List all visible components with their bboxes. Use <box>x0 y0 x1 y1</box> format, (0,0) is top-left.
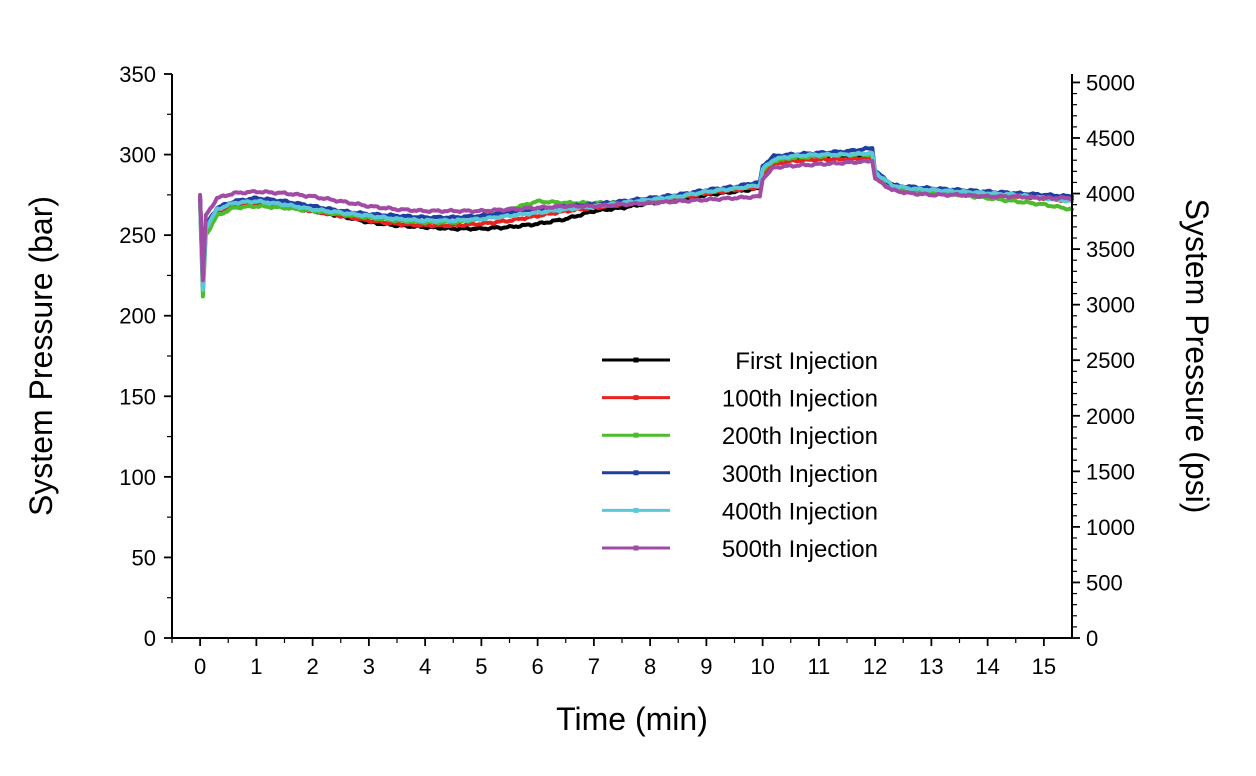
y2-tick-label: 4500 <box>1086 126 1135 151</box>
series-line <box>198 145 1074 289</box>
y-axis-ticks: 0 50 100 150 200 250 300 350 <box>119 62 172 651</box>
y2-tick-label: 2000 <box>1086 404 1135 429</box>
legend-marker <box>633 432 639 438</box>
x-tick-label: 7 <box>588 654 600 679</box>
y-tick-label: 50 <box>132 545 156 570</box>
x-tick-label: 9 <box>700 654 712 679</box>
series-line <box>198 151 1074 299</box>
x-tick-label: 15 <box>1032 654 1056 679</box>
legend-marker <box>633 357 639 363</box>
legend-label: First Injection <box>735 348 878 375</box>
y2-tick-label: 0 <box>1086 626 1098 651</box>
legend-label: 300th Injection <box>722 461 878 488</box>
y2-axis-title: System Pressure (psi) <box>1179 199 1215 514</box>
series-line <box>198 158 1074 283</box>
y2-tick-label: 3500 <box>1086 237 1135 262</box>
y2-tick-label: 1000 <box>1086 515 1135 540</box>
plot-area <box>198 145 1074 299</box>
y-tick-label: 100 <box>119 465 156 490</box>
legend-marker <box>633 507 639 513</box>
x-tick-label: 12 <box>863 654 887 679</box>
x-tick-label: 14 <box>975 654 999 679</box>
y-tick-label: 0 <box>144 626 156 651</box>
y-tick-label: 200 <box>119 304 156 329</box>
y-tick-label: 350 <box>119 62 156 87</box>
legend-marker <box>633 395 639 401</box>
y-axis-title: System Pressure (bar) <box>23 196 59 516</box>
legend-label: 500th Injection <box>722 536 878 563</box>
x-axis-ticks: 0 1 2 3 4 5 6 7 8 9 10 11 12 13 14 15 <box>171 638 1056 679</box>
y-tick-label: 250 <box>119 223 156 248</box>
x-tick-label: 0 <box>194 654 206 679</box>
legend-label: 400th Injection <box>722 498 878 525</box>
y2-tick-label: 4000 <box>1086 182 1135 207</box>
y2-tick-label: 500 <box>1086 570 1123 595</box>
y-tick-label: 300 <box>119 143 156 168</box>
legend-marker <box>633 545 639 551</box>
y2-axis-ticks: 0 500 1000 1500 2000 2500 3000 3500 4000 4500 5000 <box>1072 70 1135 651</box>
x-tick-label: 11 <box>807 654 830 679</box>
y-tick-label: 150 <box>119 384 156 409</box>
y2-tick-label: 5000 <box>1086 70 1135 95</box>
x-tick-label: 2 <box>307 654 319 679</box>
y2-tick-label: 2500 <box>1086 348 1135 373</box>
x-tick-label: 4 <box>419 654 431 679</box>
series-line <box>198 155 1074 286</box>
y2-tick-label: 1500 <box>1086 459 1135 484</box>
legend-label: 200th Injection <box>722 423 878 450</box>
legend: First Injection 100th Injection 200th Inje… <box>602 348 878 563</box>
x-tick-label: 8 <box>644 654 656 679</box>
x-tick-label: 5 <box>475 654 487 679</box>
x-tick-label: 3 <box>363 654 375 679</box>
axes <box>171 74 1073 639</box>
x-axis-title: Time (min) <box>556 701 708 737</box>
x-tick-label: 6 <box>532 654 544 679</box>
legend-label: 100th Injection <box>722 386 878 413</box>
legend-marker <box>633 470 639 476</box>
series-line <box>198 150 1074 292</box>
x-tick-label: 13 <box>919 654 943 679</box>
x-tick-label: 1 <box>250 654 262 679</box>
y2-tick-label: 3000 <box>1086 293 1135 318</box>
x-tick-label: 10 <box>750 654 774 679</box>
